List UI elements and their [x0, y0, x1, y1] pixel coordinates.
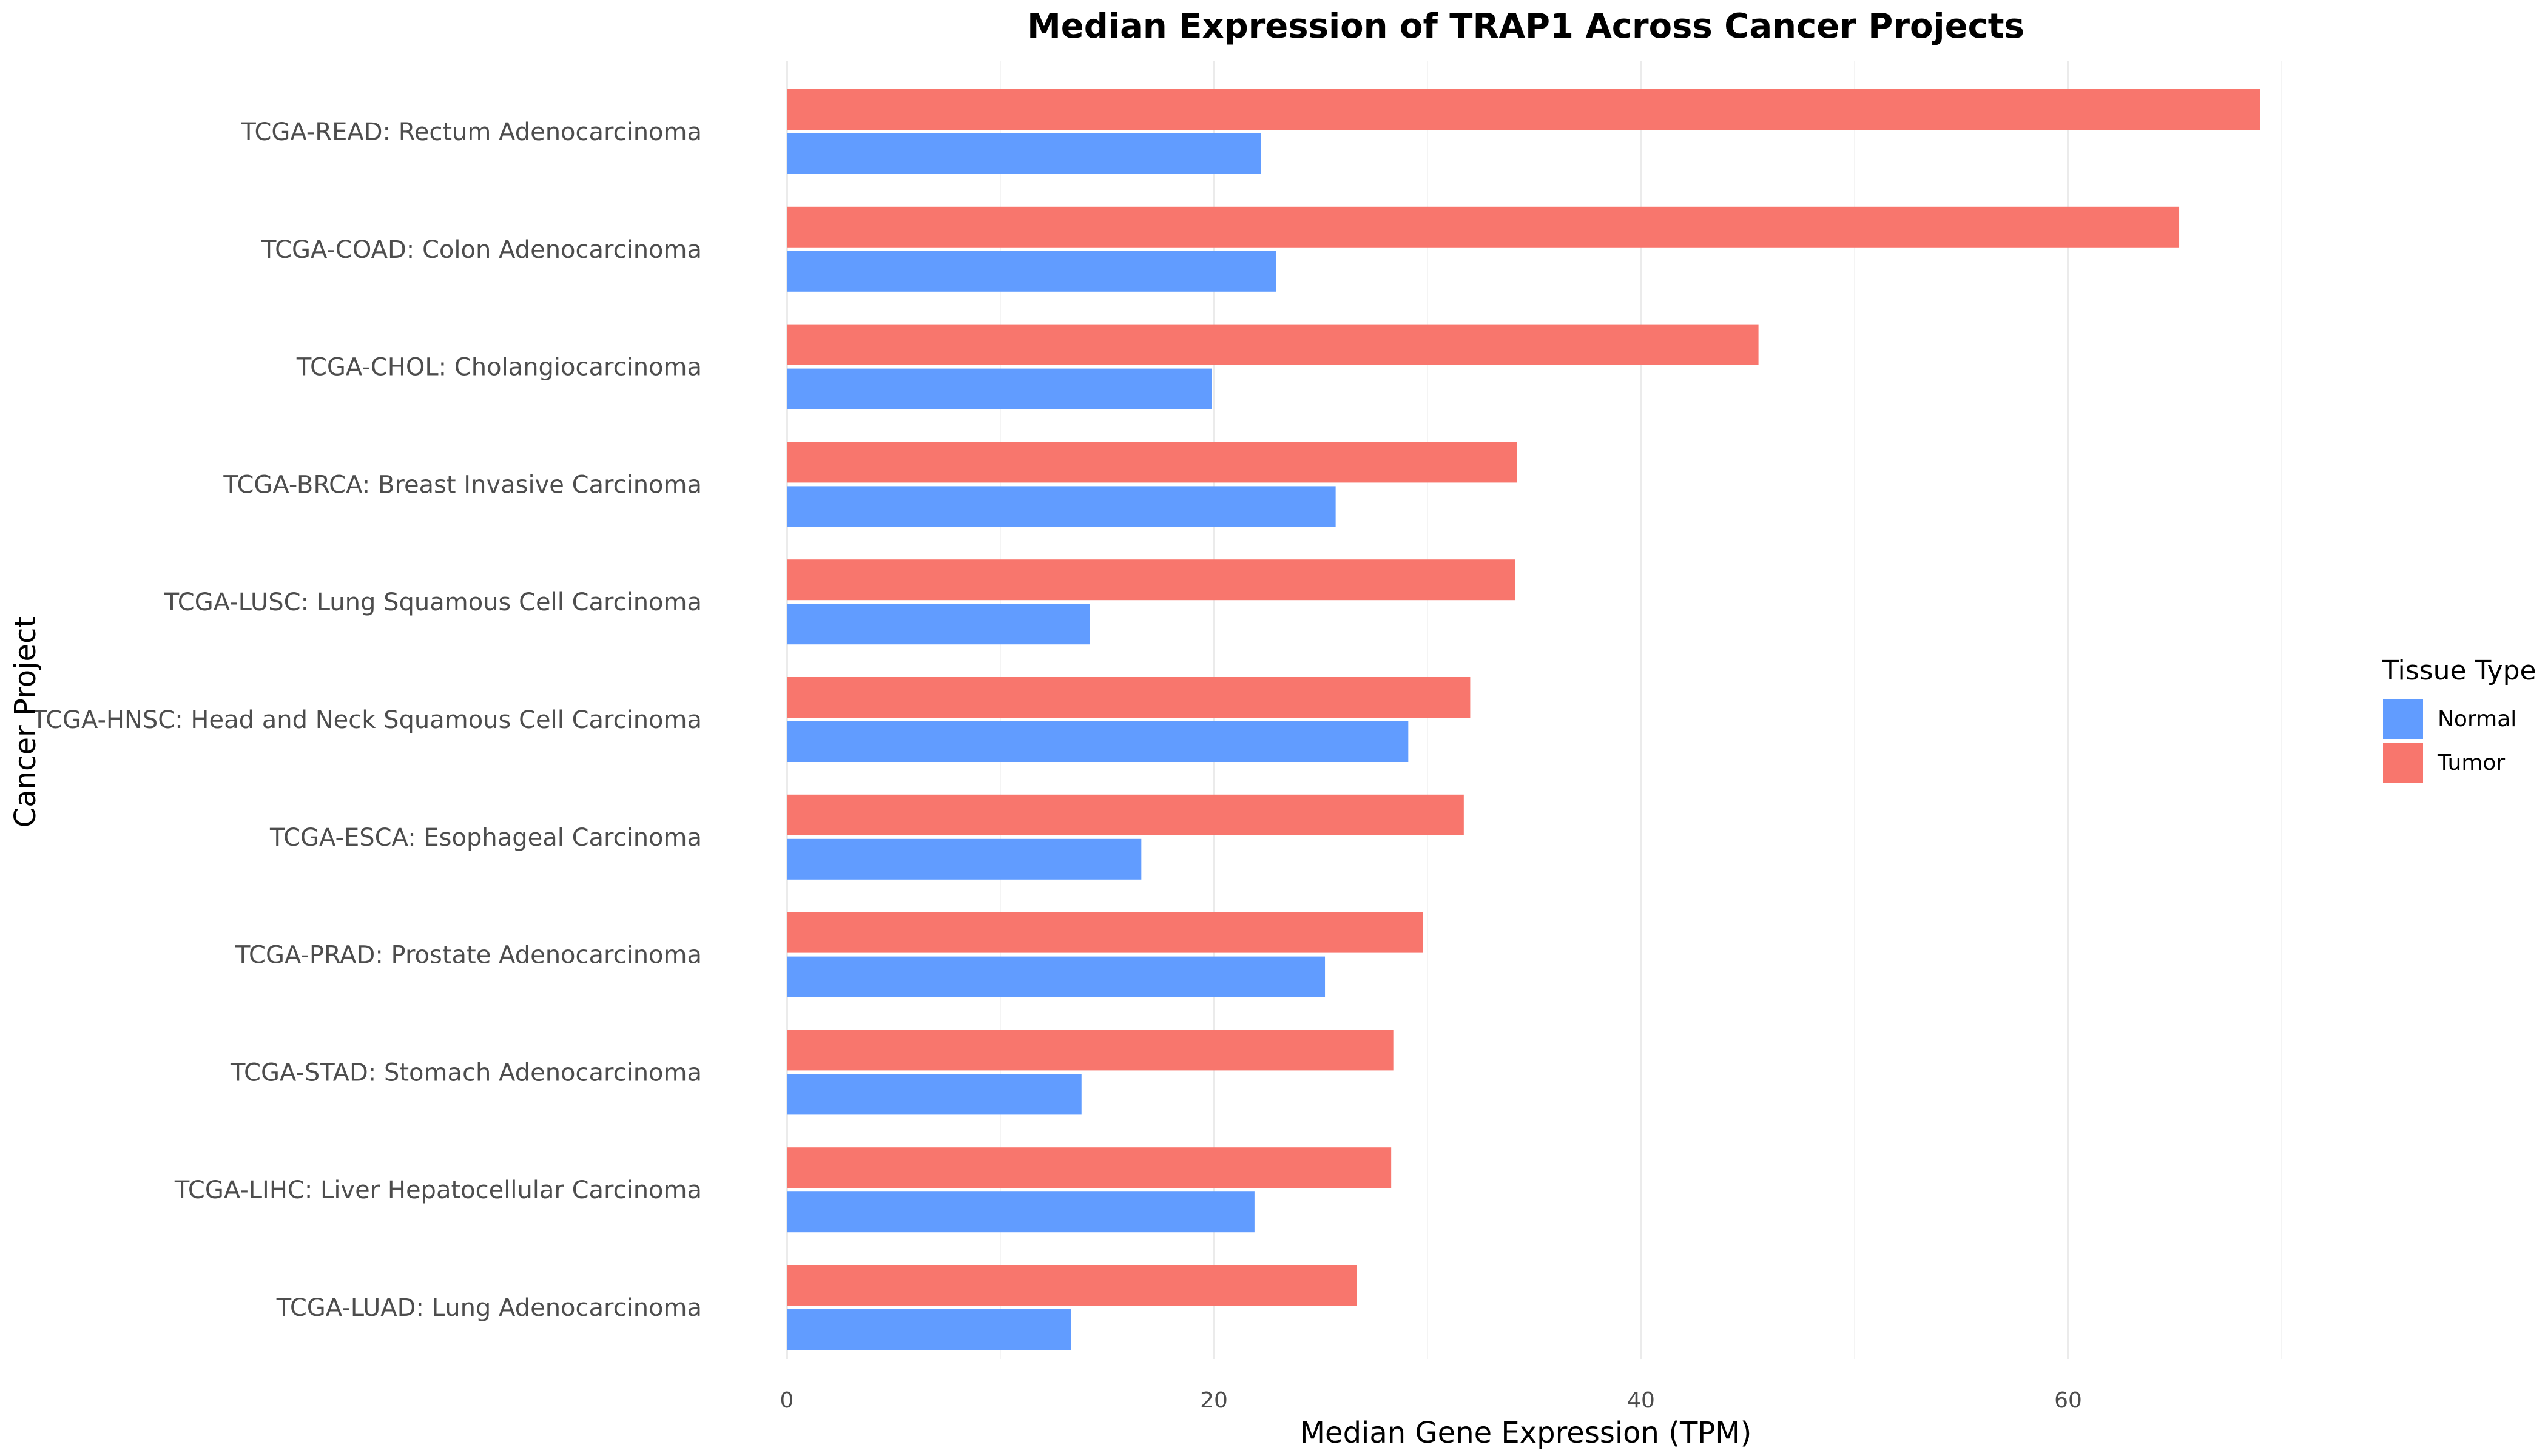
- category-labels: TCGA-READ: Rectum Adenocarcinoma TCGA-COA…: [32, 118, 702, 1322]
- bar-normal: [787, 1074, 1082, 1115]
- bar-normal: [787, 721, 1409, 762]
- bar-normal: [787, 838, 1142, 880]
- bar-tumor: [787, 559, 1515, 601]
- bar-normal: [787, 956, 1326, 997]
- bar-tumor: [787, 912, 1423, 953]
- chart-title: Median Expression of TRAP1 Across Cancer…: [1027, 7, 2024, 46]
- category-label: TCGA-COAD: Colon Adenocarcinoma: [261, 236, 702, 264]
- bar-tumor: [787, 442, 1517, 483]
- bar-tumor: [787, 324, 1759, 365]
- bar-tumor: [787, 206, 2180, 248]
- x-tick-labels: 0 20 40 60: [780, 1388, 2082, 1413]
- bar-normal: [787, 368, 1212, 410]
- category-label: TCGA-PRAD: Prostate Adenocarcinoma: [235, 942, 702, 969]
- bar-normal: [787, 251, 1276, 292]
- bar-tumor: [787, 89, 2260, 130]
- legend-label-normal: Normal: [2438, 707, 2516, 732]
- bar-tumor: [787, 1030, 1394, 1071]
- bar-normal: [787, 486, 1336, 527]
- legend-swatch-normal: [2383, 699, 2423, 739]
- bars: [787, 89, 2260, 1350]
- x-tick-label: 20: [1200, 1388, 1228, 1413]
- x-axis-title: Median Gene Expression (TPM): [1300, 1416, 1752, 1450]
- bar-normal: [787, 1309, 1071, 1350]
- category-label: TCGA-BRCA: Breast Invasive Carcinoma: [223, 471, 702, 499]
- bar-tumor: [787, 794, 1464, 835]
- y-axis-title: Cancer Project: [8, 616, 42, 828]
- category-label: TCGA-READ: Rectum Adenocarcinoma: [240, 118, 702, 146]
- category-label: TCGA-ESCA: Esophageal Carcinoma: [269, 824, 702, 852]
- category-label: TCGA-STAD: Stomach Adenocarcinoma: [230, 1059, 702, 1087]
- bar-tumor: [787, 677, 1471, 718]
- category-label: TCGA-LIHC: Liver Hepatocellular Carcinom…: [174, 1176, 702, 1204]
- category-label: TCGA-LUAD: Lung Adenocarcinoma: [276, 1294, 702, 1322]
- legend-title: Tissue Type: [2382, 655, 2536, 686]
- bar-tumor: [787, 1147, 1392, 1188]
- category-label: TCGA-LUSC: Lung Squamous Cell Carcinoma: [164, 588, 702, 616]
- bar-normal: [787, 1191, 1255, 1233]
- bar-tumor: [787, 1265, 1357, 1306]
- legend-label-tumor: Tumor: [2437, 750, 2505, 775]
- legend: Tissue Type Normal Tumor: [2382, 655, 2536, 783]
- bar-normal: [787, 604, 1090, 645]
- category-label: TCGA-CHOL: Cholangiocarcinoma: [296, 354, 702, 382]
- legend-swatch-tumor: [2383, 743, 2423, 783]
- category-label: TCGA-HNSC: Head and Neck Squamous Cell C…: [32, 706, 702, 734]
- x-tick-label: 0: [780, 1388, 794, 1413]
- bar-normal: [787, 133, 1261, 174]
- x-tick-label: 40: [1627, 1388, 1655, 1413]
- x-tick-label: 60: [2054, 1388, 2082, 1413]
